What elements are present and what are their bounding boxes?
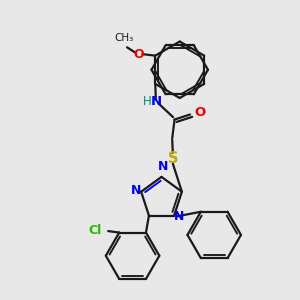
- Text: N: N: [158, 160, 168, 173]
- Text: O: O: [134, 48, 144, 61]
- Text: CH₃: CH₃: [114, 33, 134, 43]
- Text: S: S: [168, 151, 178, 166]
- Text: Cl: Cl: [88, 224, 101, 237]
- Text: N: N: [130, 184, 141, 197]
- Text: H: H: [142, 95, 151, 108]
- Text: O: O: [194, 106, 206, 118]
- Text: N: N: [174, 210, 184, 223]
- Text: N: N: [150, 95, 161, 108]
